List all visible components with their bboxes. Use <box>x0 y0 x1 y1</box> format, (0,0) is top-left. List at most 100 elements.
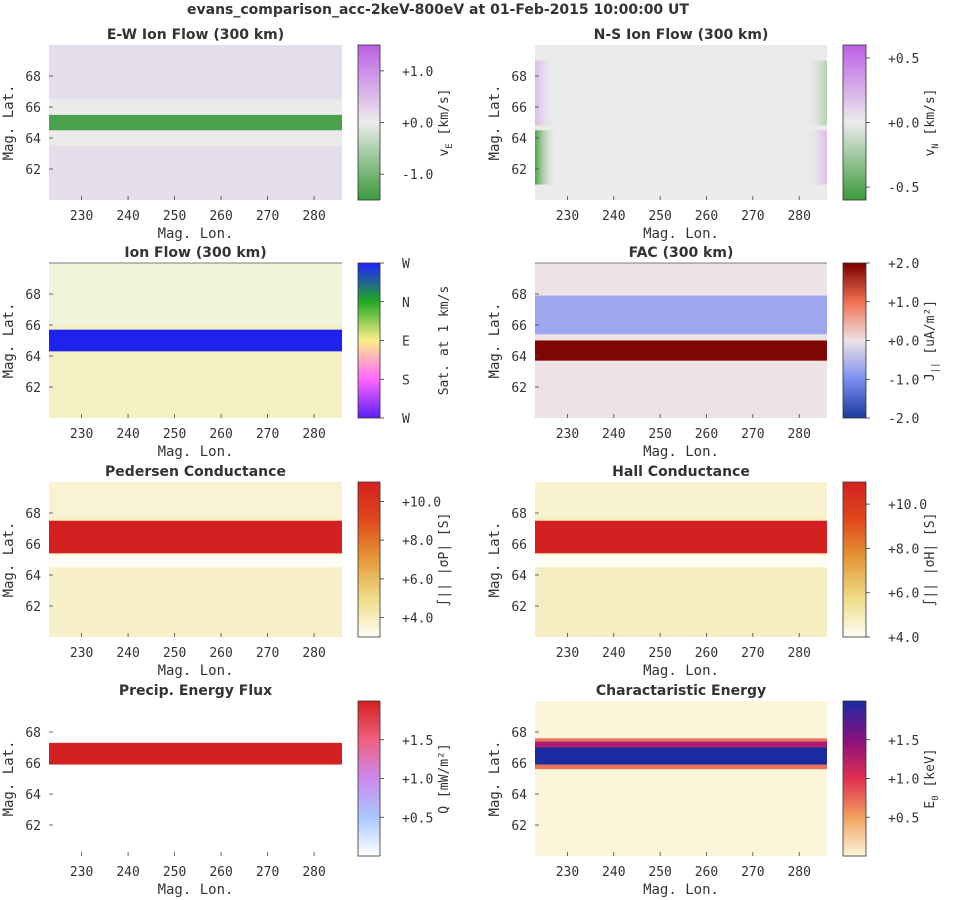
x-tick-label: 230 <box>70 646 93 661</box>
panel-4: FAC (300 km) 230 240 250 260 270 280 Mag. Lon. 6… <box>487 245 941 460</box>
panel-title: E-W Ion Flow (300 km) <box>107 27 284 43</box>
x-axis-label: Mag. Lon. <box>158 663 234 679</box>
y-tick-label: 68 <box>511 507 527 522</box>
y-tick-label: 68 <box>25 507 41 522</box>
heatmap-band <box>49 114 342 131</box>
x-tick-label: 260 <box>695 646 718 661</box>
x-axis-label: Mag. Lon. <box>158 226 234 242</box>
panel-6: Hall Conductance 230 240 250 260 270 280 Mag. L… <box>487 464 938 679</box>
x-tick-label: 260 <box>209 646 232 661</box>
colorbar-tick-label: N <box>402 296 410 311</box>
y-tick-label: 68 <box>511 70 527 85</box>
y-tick-label: 64 <box>25 788 41 803</box>
heatmap-band <box>535 741 827 748</box>
colorbar <box>842 700 867 857</box>
edge-flow-left <box>535 130 557 185</box>
y-axis-label: Mag. Lat. <box>487 522 503 598</box>
x-axis-label: Mag. Lon. <box>643 226 719 242</box>
panel-1: E-W Ion Flow (300 km) 230 240 250 260 270 280 M… <box>1 27 455 242</box>
y-tick-label: 68 <box>25 70 41 85</box>
heatmap-band <box>535 554 827 568</box>
y-tick-label: 64 <box>25 350 41 365</box>
colorbar <box>357 700 381 857</box>
colorbar-tick-label: +0.0 <box>402 117 433 132</box>
y-axis-label: Mag. Lat. <box>1 303 17 379</box>
x-tick-label: 270 <box>256 646 279 661</box>
x-tick-label: 280 <box>302 427 325 442</box>
x-axis-label: Mag. Lon. <box>158 882 234 898</box>
y-tick-label: 68 <box>25 726 41 741</box>
colorbar-tick-label: +1.0 <box>888 773 919 788</box>
x-axis-label: Mag. Lon. <box>643 663 719 679</box>
colorbar-label: Q [mW/m²] <box>437 743 452 813</box>
y-tick-label: 62 <box>511 600 527 615</box>
y-tick-label: 62 <box>25 600 41 615</box>
heatmap-band <box>535 263 827 296</box>
y-tick-label: 62 <box>511 163 527 178</box>
x-tick-label: 270 <box>256 865 279 880</box>
x-tick-label: 270 <box>741 427 764 442</box>
panel-2: N-S Ion Flow (300 km) 230 240 250 260 270 280 M… <box>487 27 941 242</box>
x-tick-label: 230 <box>70 865 93 880</box>
colorbar <box>842 262 867 419</box>
x-tick-label: 250 <box>648 427 671 442</box>
x-tick-label: 240 <box>116 427 139 442</box>
x-tick-label: 280 <box>787 646 810 661</box>
x-tick-label: 250 <box>163 646 186 661</box>
colorbar-tick-label: +2.0 <box>888 257 919 272</box>
heatmap-band <box>535 295 827 335</box>
x-tick-label: 260 <box>209 209 232 224</box>
y-tick-label: 68 <box>511 726 527 741</box>
y-tick-label: 62 <box>511 381 527 396</box>
heatmap-band <box>535 520 827 554</box>
y-tick-label: 66 <box>25 319 41 334</box>
y-tick-label: 66 <box>25 757 41 772</box>
x-tick-label: 240 <box>602 865 625 880</box>
x-tick-label: 230 <box>556 427 579 442</box>
x-axis-label: Mag. Lon. <box>643 444 719 460</box>
colorbar-label: vE [km/s] <box>437 88 455 156</box>
heatmap-band <box>49 742 342 765</box>
colorbar-tick-label: +0.0 <box>888 117 919 132</box>
y-tick-label: 64 <box>25 569 41 584</box>
colorbar <box>357 44 381 201</box>
x-tick-label: 250 <box>163 209 186 224</box>
heatmap-band <box>49 701 342 739</box>
panel-title: Charactaristic Energy <box>596 683 766 699</box>
x-tick-label: 240 <box>116 646 139 661</box>
x-tick-label: 230 <box>556 209 579 224</box>
x-tick-label: 240 <box>602 209 625 224</box>
y-tick-label: 64 <box>25 132 41 147</box>
panel-title: FAC (300 km) <box>629 245 734 261</box>
x-tick-label: 230 <box>556 865 579 880</box>
x-tick-label: 250 <box>648 209 671 224</box>
heatmap-band <box>535 701 827 739</box>
y-tick-label: 68 <box>511 288 527 303</box>
colorbar-tick-label: +1.0 <box>888 296 919 311</box>
heatmap-band <box>49 263 342 325</box>
colorbar-tick-label: +4.0 <box>888 631 919 646</box>
heatmap-band <box>49 520 342 554</box>
panel-title: Ion Flow (300 km) <box>124 245 266 261</box>
colorbar <box>842 44 867 201</box>
y-axis-label: Mag. Lat. <box>1 741 17 817</box>
colorbar-tick-label: +10.0 <box>888 498 927 513</box>
heatmap-band <box>535 747 827 765</box>
figure-title: evans_comparison_acc-2keV-800eV at 01-Fe… <box>187 2 689 18</box>
colorbar-label: J|| [uA/m²] <box>923 300 941 381</box>
heatmap-band <box>49 130 342 146</box>
colorbar-tick-label: +1.5 <box>888 734 919 749</box>
colorbar-tick-label: S <box>402 373 410 388</box>
panel-title: N-S Ion Flow (300 km) <box>594 27 769 43</box>
x-tick-label: 270 <box>256 209 279 224</box>
x-tick-label: 270 <box>741 646 764 661</box>
y-axis-label: Mag. Lat. <box>1 85 17 161</box>
y-tick-label: 66 <box>25 101 41 116</box>
colorbar-tick-label: +6.0 <box>402 573 433 588</box>
heatmap-band <box>49 99 342 115</box>
colorbar <box>842 481 867 638</box>
x-tick-label: 260 <box>695 209 718 224</box>
heatmap-band <box>535 482 827 518</box>
colorbar-tick-label: +6.0 <box>888 587 919 602</box>
colorbar-tick-label: +10.0 <box>402 495 441 510</box>
